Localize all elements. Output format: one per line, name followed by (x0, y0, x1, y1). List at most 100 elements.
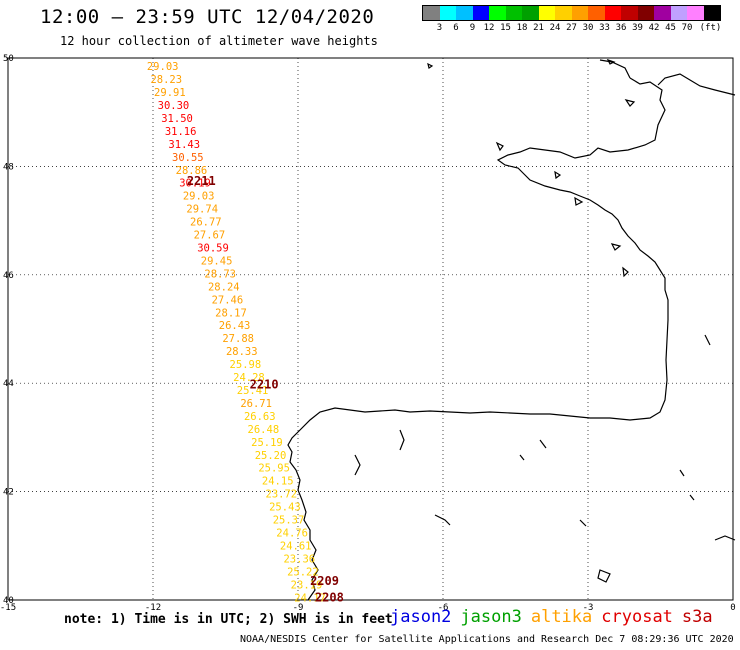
color-swatch (456, 6, 473, 20)
wave-height-label: 25.95 (258, 463, 290, 475)
wave-height-label: 27.67 (194, 230, 226, 242)
wave-height-label: 25.43 (269, 502, 301, 514)
lon-tick-label: -9 (293, 603, 304, 613)
wave-height-label: 24.76 (276, 528, 308, 540)
color-legend-label: 36 (615, 23, 627, 33)
color-swatch (670, 6, 687, 20)
wave-height-label: 25.20 (255, 450, 287, 462)
mission-s3a: s3a (681, 607, 713, 627)
island (574, 196, 584, 206)
wave-height-label: 25.37 (273, 515, 305, 527)
wave-height-label: 23.19 (291, 579, 323, 591)
mission-altika: altika (530, 607, 593, 627)
wave-height-label: 27.88 (222, 333, 254, 345)
wave-height-label: 31.50 (161, 113, 193, 125)
wave-height-label: 28.73 (204, 268, 236, 280)
wave-height-label: 25.22 (287, 566, 319, 578)
river (579, 519, 587, 527)
wave-height-label: 28.33 (226, 346, 258, 358)
footnote: note: 1) Time is in UTC; 2) SWH is in fe… (64, 612, 393, 627)
island (610, 243, 622, 251)
river (354, 454, 361, 476)
island (606, 58, 616, 65)
color-legend-label: 42 (648, 23, 660, 33)
river (519, 454, 525, 461)
wave-height-label: 25.41 (237, 385, 269, 397)
color-swatch (604, 6, 621, 20)
lon-tick-label: -6 (438, 603, 449, 613)
pass-number-label: 2211 (187, 174, 216, 188)
lat-tick-label: 40 (3, 596, 14, 606)
color-swatch (588, 6, 605, 20)
wave-height-label: 26.71 (240, 398, 272, 410)
color-swatch (439, 6, 456, 20)
color-legend-label: 30 (582, 23, 594, 33)
wave-height-track: 29.0328.2329.9130.3031.5031.1631.4330.55… (147, 61, 344, 604)
color-swatch (571, 6, 588, 20)
lon-tick-label: -12 (145, 603, 161, 613)
color-legend-label: 21 (533, 23, 544, 33)
color-swatch (703, 6, 720, 20)
wave-height-label: 24.61 (280, 540, 312, 552)
color-swatch (555, 6, 572, 20)
wave-height-label: 26.77 (190, 217, 222, 229)
color-legend-label: 6 (453, 23, 459, 33)
wave-height-label: 23.36 (283, 553, 315, 565)
color-swatch (489, 6, 506, 20)
wave-height-label: 24.28 (233, 372, 265, 384)
map-subtitle: 12 hour collection of altimeter wave hei… (60, 34, 378, 48)
color-legend-swatches (422, 5, 721, 21)
island (622, 266, 629, 278)
island (427, 62, 434, 69)
color-legend-labels: 3 6 9 12 15 18 21 24 27 30 33 36 39 42 45 70 (ft) (422, 21, 722, 35)
credit-line: NOAA/NESDIS Center for Satellite Applica… (240, 634, 734, 645)
color-swatch (637, 6, 654, 20)
coastline-england (599, 59, 631, 79)
wave-height-label: 26.63 (244, 411, 276, 423)
mission-legend: jason2 jason3 altika cryosat s3a (390, 607, 722, 627)
lat-tick-label: 46 (3, 271, 14, 281)
color-swatch (654, 6, 671, 20)
color-legend: 3 6 9 12 15 18 21 24 27 30 33 36 39 42 45 70 (ft) (422, 5, 721, 35)
wave-height-label: 29.03 (147, 61, 179, 73)
color-legend-label: 45 (665, 23, 676, 33)
map-title: 12:00 – 23:59 UTC 12/04/2020 (40, 6, 375, 28)
island (554, 170, 562, 180)
color-legend-label: 12 (483, 23, 495, 33)
wave-height-label: 28.86 (176, 165, 208, 177)
pass-number-label: 2208 (315, 590, 344, 604)
river (679, 469, 685, 477)
river (434, 514, 451, 526)
lon-tick-label: -15 (0, 603, 16, 613)
island (624, 99, 636, 107)
mission-jason3: jason3 (460, 607, 522, 627)
lat-lon-grid (7, 57, 734, 601)
color-legend-label: 15 (500, 23, 511, 33)
island (495, 141, 504, 152)
wave-height-label: 29.45 (201, 255, 233, 267)
color-swatch (423, 6, 440, 20)
axis-ticks: -15 -12 -9 -6 -3 0 50 48 46 44 42 40 (0, 54, 736, 613)
wave-height-label: 23.72 (266, 489, 298, 501)
color-swatch (522, 6, 539, 20)
river (689, 494, 695, 501)
wave-height-label: 28.24 (208, 281, 240, 293)
lat-tick-label: 48 (3, 162, 14, 172)
wave-height-label: 30.19 (179, 178, 211, 190)
lat-tick-label: 44 (3, 379, 14, 389)
wave-height-label: 25.19 (251, 437, 283, 449)
wave-height-label: 30.55 (172, 152, 204, 164)
lon-tick-label: -3 (583, 603, 594, 613)
color-legend-label: 3 (436, 23, 443, 33)
wave-height-label: 29.03 (183, 191, 215, 203)
color-legend-label: 9 (469, 23, 476, 33)
coastline-france-spain (287, 77, 669, 601)
river (399, 429, 405, 451)
lat-tick-label: 50 (3, 54, 14, 64)
color-legend-label: 33 (599, 23, 610, 33)
river (704, 334, 711, 346)
color-legend-label: 39 (632, 23, 643, 33)
wave-height-label: 28.23 (150, 74, 182, 86)
wave-height-label: 25.98 (230, 359, 262, 371)
